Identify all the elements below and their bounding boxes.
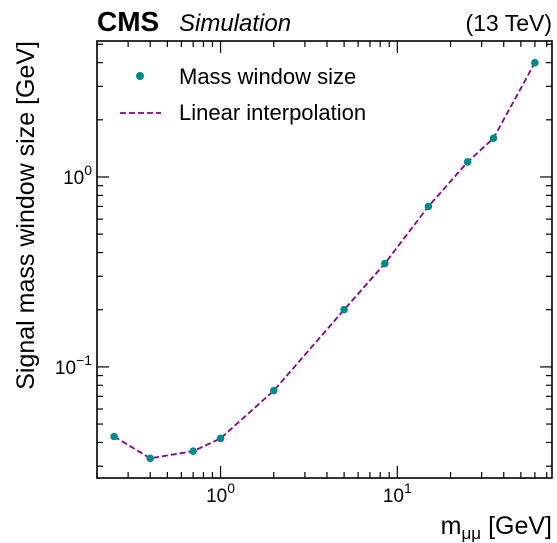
legend-label-line: Linear interpolation: [179, 100, 366, 125]
data-point: [340, 305, 348, 314]
x-axis-title-sub: μμ: [461, 524, 481, 543]
legend-label-points: Mass window size: [179, 64, 356, 89]
interpolation-line: [113, 62, 536, 460]
legend: Mass window size Linear interpolation: [120, 64, 366, 125]
y-tick-label: 100: [63, 162, 92, 189]
legend-marker-points: [136, 72, 144, 80]
data-point: [531, 58, 539, 67]
data-point: [189, 447, 197, 455]
experiment-label: CMS: [97, 6, 159, 37]
x-tick-labels: 100 101: [206, 480, 412, 507]
data-point: [216, 434, 225, 443]
data-point: [269, 386, 278, 395]
x-axis-title-unit: [GeV]: [488, 512, 552, 540]
data-point: [146, 454, 155, 463]
y-tick-label: 10−1: [55, 352, 92, 379]
plot-frame: [96, 40, 553, 479]
y-axis-title: Signal mass window size [GeV]: [12, 41, 40, 390]
x-axis-title: mμμ [GeV]: [441, 512, 552, 543]
data-point: [110, 432, 118, 441]
data-point: [463, 158, 472, 166]
data-point: [489, 134, 498, 143]
status-label: Simulation: [179, 10, 291, 37]
x-tick-label: 101: [383, 480, 412, 507]
y-tick-labels: 10−1 100: [55, 162, 92, 379]
axis-ticks: [96, 41, 552, 478]
series-line-group: [113, 62, 536, 460]
x-tick-label: 100: [206, 480, 235, 507]
data-point: [381, 259, 389, 268]
series-points-group: [110, 58, 539, 463]
energy-label: (13 TeV): [465, 10, 552, 36]
x-axis-title-main: m: [441, 512, 462, 540]
data-point: [424, 202, 433, 211]
